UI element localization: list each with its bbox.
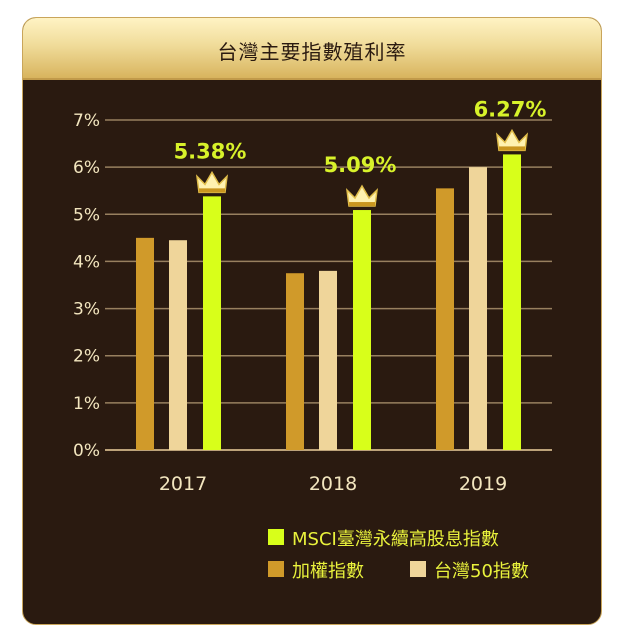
x-tick-label: 2017 (159, 473, 207, 495)
legend-swatch (410, 561, 426, 577)
x-tick-label: 2019 (459, 473, 507, 495)
y-tick-label: 7% (73, 111, 100, 131)
bar (203, 196, 221, 450)
chart-header: 台灣主要指數殖利率 (23, 18, 601, 80)
y-tick-label: 1% (73, 394, 100, 414)
y-tick-label: 4% (73, 252, 100, 272)
legend-label: 加權指數 (292, 561, 364, 582)
legend-label: MSCI臺灣永續高股息指數 (292, 529, 499, 550)
bar (169, 240, 187, 450)
x-tick-label: 2018 (309, 473, 357, 495)
y-tick-label: 2% (73, 347, 100, 367)
highlight-value-label: 5.09% (324, 153, 397, 177)
bar (319, 270, 337, 450)
legend-swatch (268, 529, 284, 545)
y-tick-label: 0% (73, 441, 100, 461)
y-tick-label: 3% (73, 300, 100, 320)
bar (436, 188, 454, 450)
legend-swatch (268, 561, 284, 577)
crown-icon (195, 170, 229, 194)
crown-icon (345, 184, 379, 207)
highlight-value-label: 6.27% (474, 97, 547, 121)
bar (469, 167, 487, 450)
highlight-value-label: 5.38% (174, 139, 247, 163)
bar (286, 273, 304, 450)
bar (353, 210, 371, 450)
legend-label: 台灣50指數 (434, 561, 529, 582)
y-tick-label: 6% (73, 158, 100, 178)
y-tick-label: 5% (73, 205, 100, 225)
crown-icon (495, 128, 529, 152)
chart-title: 台灣主要指數殖利率 (217, 40, 407, 64)
bar (136, 237, 154, 450)
bar (503, 154, 521, 450)
